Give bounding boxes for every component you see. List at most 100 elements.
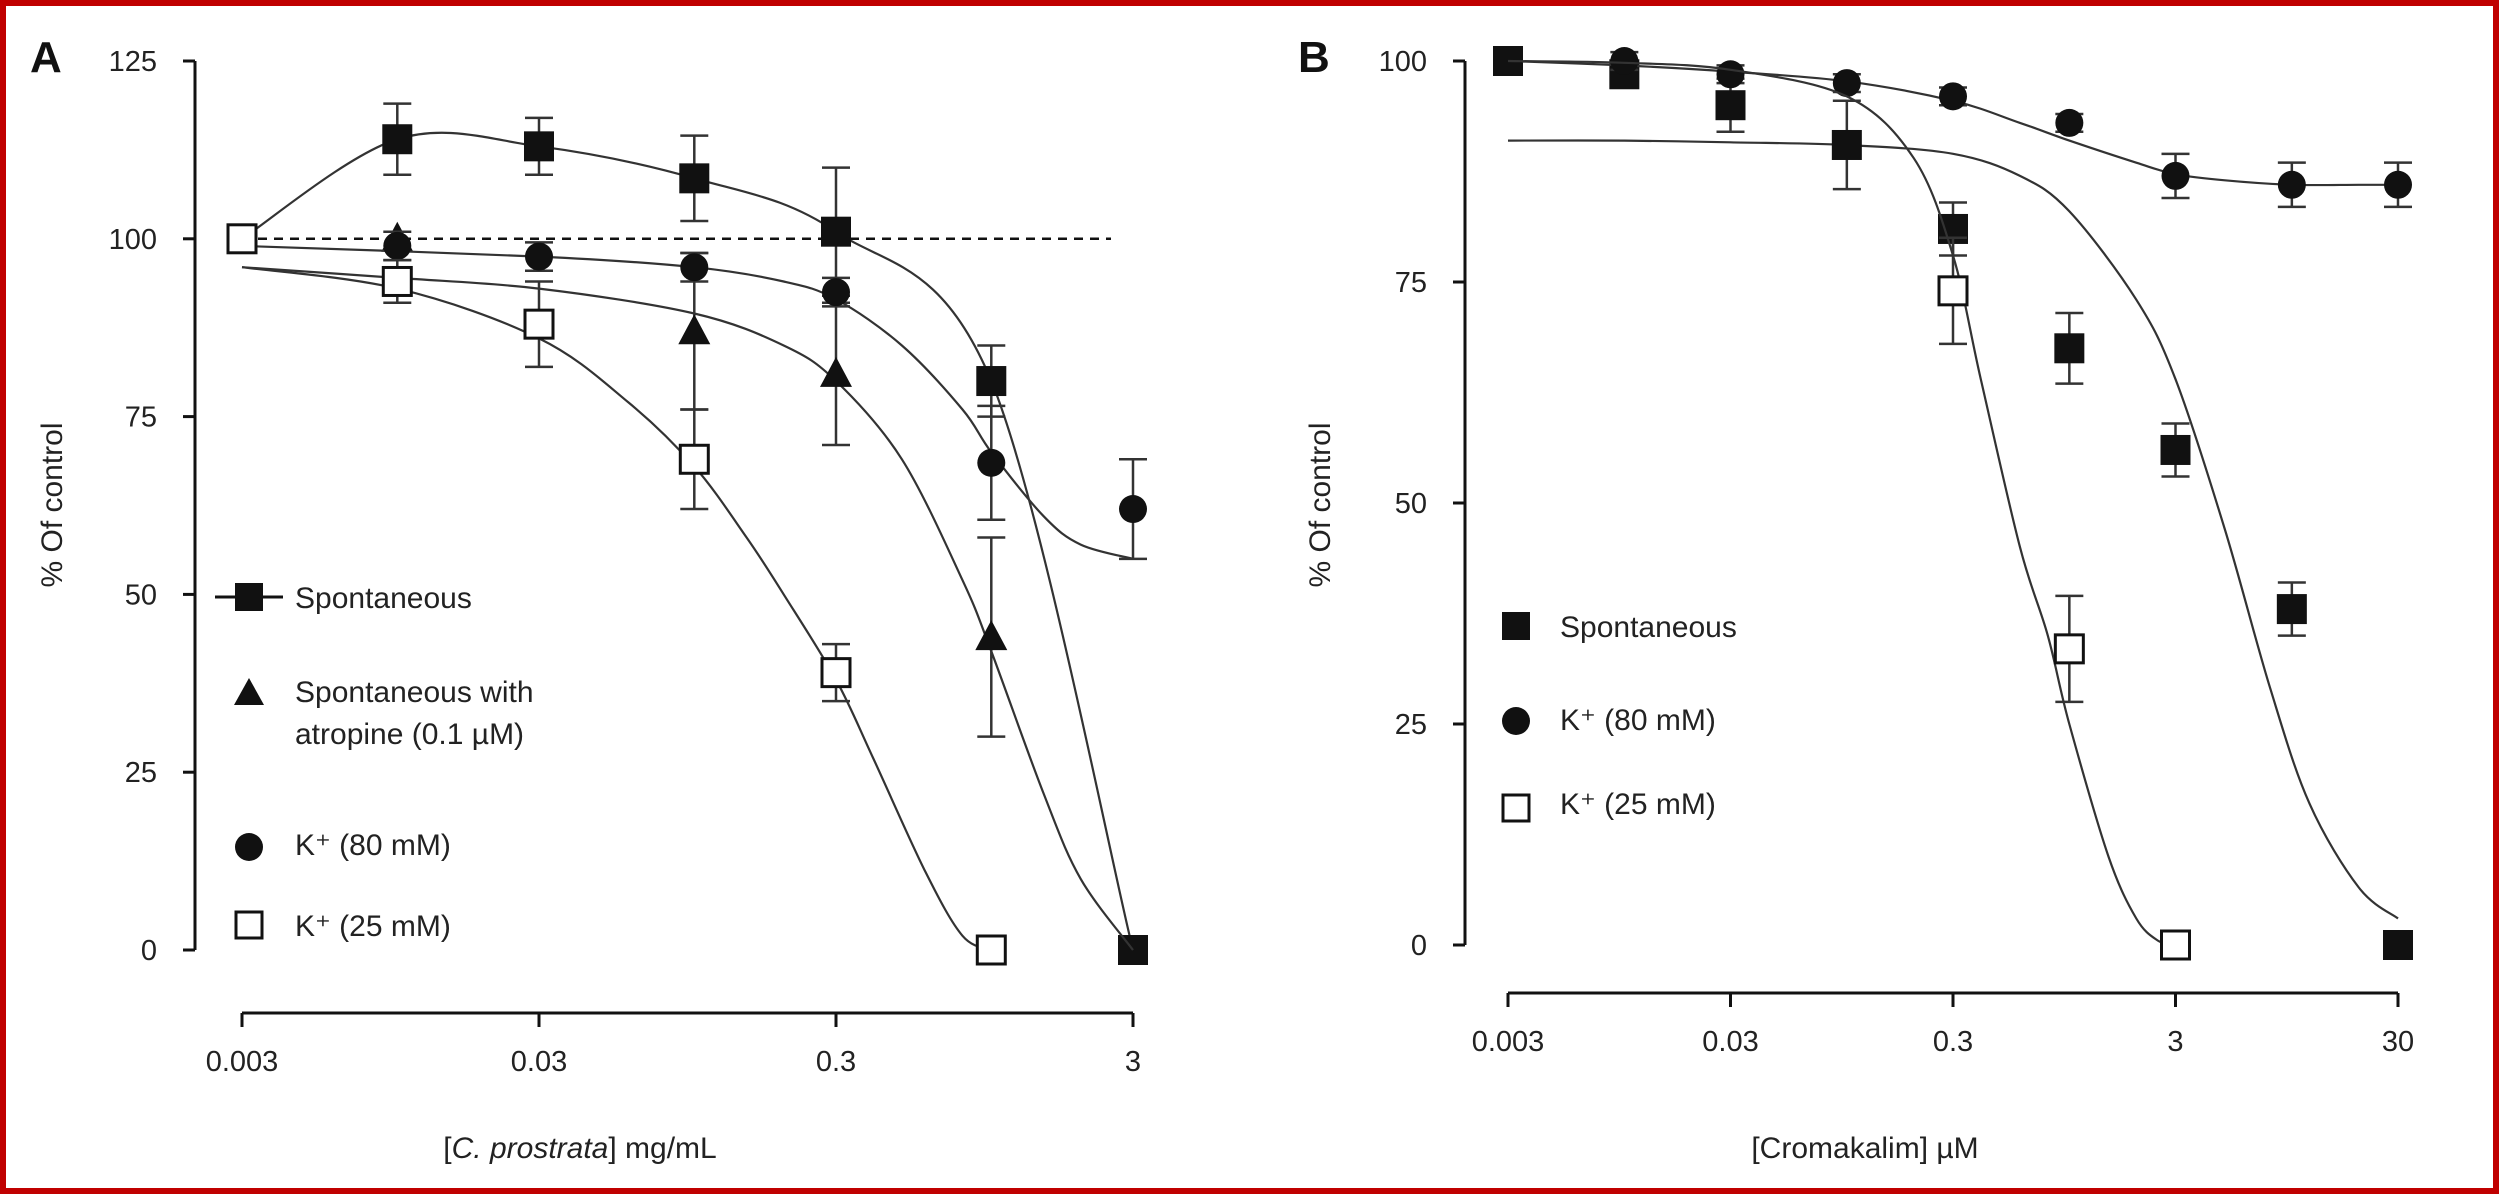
panel-a-ylabel: % Of control: [36, 422, 69, 587]
point-spontaneous-with-atropine-0-1-m-3: [975, 620, 1008, 651]
point-spontaneous-3: [679, 163, 710, 194]
legend-k80-marker: [1502, 707, 1530, 735]
legend-item-k25: K⁺ (25 mM): [234, 910, 451, 943]
panel-a-xlabel-species: C. prostrata: [452, 1132, 609, 1165]
y-tick-label-50: 50: [125, 579, 157, 611]
panel-a: A % Of control [C. prostrata] mg/mL 0 25 5…: [30, 33, 1148, 1165]
legend-item-k25: K⁺ (25 mM): [1501, 788, 1716, 823]
legend-spontaneous-marker: [235, 583, 263, 611]
point-k-25-mm-2: [2160, 929, 2191, 961]
point-spontaneous-2: [524, 131, 554, 162]
x-tick-label-30: 30: [2382, 1026, 2414, 1058]
point-k-80-mm-2: [680, 253, 709, 282]
panel-a-legend: Spontaneous Spontaneous with atropine (0…: [215, 582, 542, 943]
legend-k80-label: K⁺ (80 mM): [1560, 704, 1716, 737]
point-k-80-mm-7: [2277, 170, 2306, 199]
legend-k25-marker: [234, 910, 264, 940]
legend-item-spontaneous-atropine: Spontaneous with atropine (0.1 µM): [234, 676, 542, 751]
legend-spontaneous-label: Spontaneous: [295, 582, 472, 615]
legend-k80-label: K⁺ (80 mM): [295, 829, 451, 862]
fit-curve-k-25-mm: [241, 266, 992, 952]
legend-item-k80: K⁺ (80 mM): [1502, 704, 1716, 737]
point-k-80-mm-1: [1610, 47, 1639, 75]
point-k-25-mm-5: [975, 934, 1007, 966]
series-k-80-mm: [241, 230, 1147, 561]
y-tick-label-0: 0: [141, 935, 157, 967]
point-spontaneous-with-atropine-0-1-m-1: [678, 314, 711, 345]
point-k-80-mm-3: [822, 278, 850, 307]
point-spontaneous-6: [2160, 434, 2191, 465]
series-k-25-mm: [226, 223, 1007, 966]
x-tick-label-3: 3: [1125, 1046, 1141, 1078]
point-k-25-mm-4: [820, 657, 852, 689]
panel-b: B % Of control [Cromakalim] µM 0 25 50 75 10…: [1298, 33, 2414, 1165]
point-k-80-mm-1: [525, 242, 553, 271]
fit-curve-spontaneous: [1507, 139, 2399, 920]
legend-spontaneous-marker: [1502, 612, 1530, 640]
fit-curve-k-25-mm: [1507, 59, 2176, 947]
point-spontaneous-3: [1831, 129, 1862, 160]
panel-a-xlabel-open: [: [443, 1132, 452, 1165]
point-k-80-mm-5: [1119, 495, 1147, 524]
x-tick-label-0-3: 0.3: [816, 1046, 856, 1078]
panel-b-legend: Spontaneous K⁺ (80 mM) K⁺ (25 mM): [1501, 611, 1737, 823]
point-k-80-mm-5: [2055, 108, 2084, 137]
legend-k25-marker: [1501, 793, 1531, 823]
legend-item-spontaneous: Spontaneous: [1502, 611, 1737, 644]
legend-atropine-label-line1: Spontaneous with: [295, 676, 534, 709]
series-k-80-mm: [1494, 47, 2412, 209]
y-tick-label-0: 0: [1411, 930, 1427, 962]
panel-b-plot-area: 0 25 50 75 100 0.003 0.03 0.3 3 30: [1379, 46, 2414, 1058]
panel-b-xlabel: [Cromakalim] µM: [1751, 1132, 1978, 1165]
y-tick-label-25: 25: [1395, 709, 1427, 741]
x-tick-label-0-03: 0.03: [511, 1046, 567, 1078]
legend-item-spontaneous: Spontaneous: [215, 582, 472, 615]
point-k-25-mm-0: [1937, 275, 1969, 307]
x-tick-label-0-003: 0.003: [1472, 1026, 1545, 1058]
x-tick-label-3: 3: [2167, 1026, 2183, 1058]
fit-curve-spontaneous-with-atropine-0-1-m: [241, 266, 1134, 951]
x-tick-label-0-003: 0.003: [206, 1046, 279, 1078]
legend-k25-label: K⁺ (25 mM): [1560, 788, 1716, 821]
point-k-80-mm-6: [2161, 161, 2190, 190]
x-tick-label-0-03: 0.03: [1702, 1026, 1758, 1058]
panel-a-xlabel-unit: ] mg/mL: [608, 1132, 716, 1165]
point-spontaneous-1: [382, 124, 413, 155]
point-spontaneous-5: [976, 366, 1007, 397]
legend-atropine-label: Spontaneous with atropine (0.1 µM): [295, 676, 542, 751]
y-tick-label-75: 75: [1395, 267, 1427, 299]
legend-atropine-label-line2: atropine (0.1 µM): [295, 718, 524, 751]
point-k-80-mm-4: [1939, 82, 1967, 111]
legend-spontaneous-label: Spontaneous: [1560, 611, 1737, 644]
series-k-25-mm: [1507, 59, 2191, 961]
point-k-80-mm-0: [383, 231, 412, 260]
y-tick-label-75: 75: [125, 402, 157, 434]
legend-item-k80: K⁺ (80 mM): [235, 829, 451, 862]
y-tick-label-50: 50: [1395, 488, 1427, 520]
point-k-25-mm-1: [381, 265, 413, 297]
point-spontaneous-2: [1715, 90, 1746, 121]
panel-a-letter: A: [30, 33, 62, 82]
panel-a-xlabel: [C. prostrata] mg/mL: [443, 1132, 716, 1165]
y-tick-label-100: 100: [109, 224, 157, 256]
panel-b-letter: B: [1298, 33, 1330, 82]
y-tick-label-100: 100: [1379, 46, 1427, 78]
point-k-25-mm-1: [2053, 633, 2085, 665]
point-spontaneous-4: [821, 216, 851, 247]
point-k-25-mm-3: [678, 443, 710, 475]
point-spontaneous-with-atropine-0-1-m-2: [820, 356, 852, 387]
point-k-25-mm-2: [523, 308, 555, 340]
point-spontaneous-7: [2276, 594, 2307, 625]
point-k-80-mm-4: [977, 448, 1006, 477]
x-tick-label-0-3: 0.3: [1933, 1026, 1973, 1058]
point-spontaneous-5: [2054, 333, 2085, 364]
point-k-80-mm-8: [2384, 170, 2412, 199]
panel-a-plot-area: 0 25 50 75 100 125 0.003 0.03 0.3 3: [109, 46, 1148, 1078]
y-tick-label-125: 125: [109, 46, 157, 78]
legend-k80-marker: [235, 833, 263, 861]
point-spontaneous-8: [2383, 930, 2413, 960]
point-k-80-mm-3: [1832, 69, 1861, 98]
legend-k25-label: K⁺ (25 mM): [295, 910, 451, 943]
legend-atropine-marker: [234, 678, 264, 705]
